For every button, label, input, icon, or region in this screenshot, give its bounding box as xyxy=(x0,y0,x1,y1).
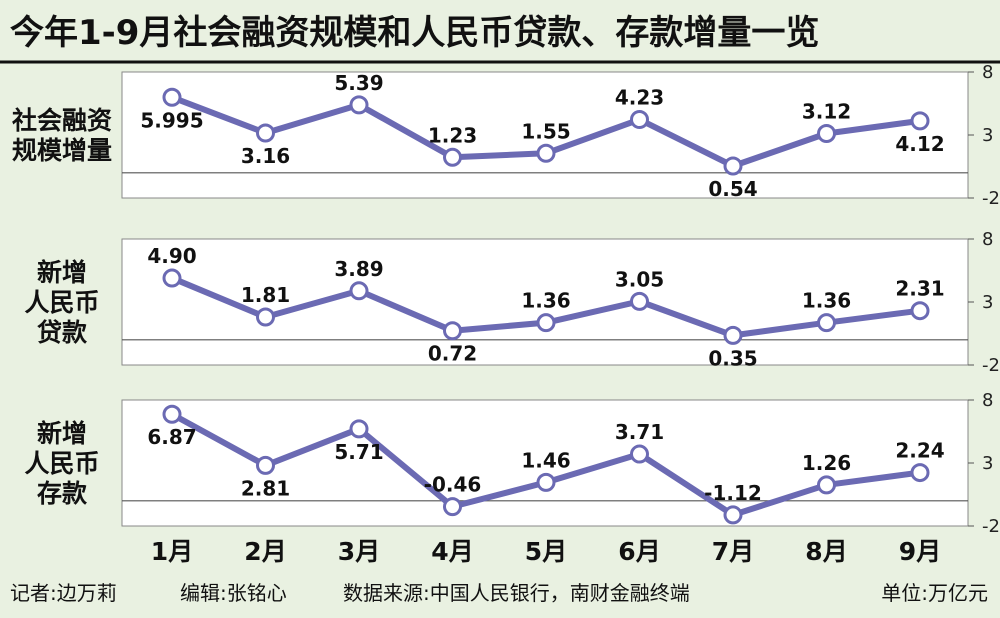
x-tick-label: 3月 xyxy=(338,537,380,566)
data-label: 4.23 xyxy=(615,86,664,110)
y-tick-label: -2 xyxy=(982,188,1000,209)
data-point xyxy=(723,505,743,525)
data-label: 0.54 xyxy=(708,177,757,201)
x-tick-label: 6月 xyxy=(618,537,660,566)
data-point xyxy=(162,87,182,107)
data-point xyxy=(443,147,462,167)
footer-reporter: 记者:边万莉 xyxy=(10,581,117,605)
y-tick-label: 3 xyxy=(982,292,993,313)
data-label: 3.16 xyxy=(241,144,290,168)
row-label: 新增 xyxy=(37,258,87,287)
data-point xyxy=(536,472,556,492)
data-point xyxy=(817,313,836,333)
data-label: 6.87 xyxy=(147,425,196,449)
row-label: 存款 xyxy=(37,479,88,508)
data-point xyxy=(349,95,369,115)
data-label: 1.55 xyxy=(521,119,570,143)
y-tick-label: 8 xyxy=(982,390,993,411)
data-point xyxy=(536,313,556,333)
data-point xyxy=(630,291,649,311)
data-label: 1.26 xyxy=(802,451,851,475)
data-label: 5.995 xyxy=(140,108,203,132)
data-label: 3.05 xyxy=(615,267,664,291)
data-label: 4.12 xyxy=(895,132,944,156)
data-point xyxy=(723,325,743,345)
row-label: 新增 xyxy=(37,419,87,448)
data-point xyxy=(349,419,369,439)
row-label: 人民币 xyxy=(24,449,99,478)
data-point xyxy=(256,123,275,143)
x-axis: 1月 2月 3月 4月 5月 6月 7月 8月 9月 xyxy=(151,537,941,566)
data-label: 3.89 xyxy=(334,257,383,281)
y-tick-label: -2 xyxy=(982,355,1000,376)
row-label: 贷款 xyxy=(37,318,88,347)
y-tick-label: 8 xyxy=(982,62,993,83)
x-tick-label: 8月 xyxy=(805,537,847,566)
data-point xyxy=(817,475,836,495)
data-point xyxy=(162,268,182,288)
row-label: 社会融资 xyxy=(12,106,112,135)
data-label: 2.24 xyxy=(895,439,944,463)
data-point xyxy=(817,123,836,143)
data-point xyxy=(910,111,930,131)
data-point xyxy=(443,497,462,517)
data-label: 1.23 xyxy=(428,123,477,147)
data-point xyxy=(910,301,930,321)
y-tick-label: 8 xyxy=(982,229,993,250)
row-label: 规模增量 xyxy=(12,136,112,165)
data-label: 4.90 xyxy=(147,244,196,268)
data-label: 1.81 xyxy=(241,283,290,307)
data-point xyxy=(443,321,462,341)
data-label: 3.12 xyxy=(802,99,851,123)
data-label: -0.46 xyxy=(424,473,482,497)
data-label: 3.71 xyxy=(615,420,664,444)
row-label: 人民币 xyxy=(24,288,99,317)
data-point xyxy=(256,455,275,475)
x-tick-label: 5月 xyxy=(525,537,567,566)
y-tick-label: 3 xyxy=(982,453,993,474)
data-label: 1.46 xyxy=(521,448,570,472)
data-point xyxy=(630,110,649,130)
chart-title: 今年1-9月社会融资规模和人民币贷款、存款增量一览 xyxy=(10,13,819,53)
data-label: 1.36 xyxy=(802,289,851,313)
data-point xyxy=(910,463,930,483)
x-tick-label: 7月 xyxy=(712,537,754,566)
data-point xyxy=(256,307,275,327)
data-point xyxy=(349,281,369,301)
data-label: 5.39 xyxy=(334,71,383,95)
x-tick-label: 4月 xyxy=(431,537,473,566)
data-point xyxy=(630,444,649,464)
data-label: 5.71 xyxy=(334,440,383,464)
data-label: 0.72 xyxy=(428,342,477,366)
data-label: 0.35 xyxy=(708,346,757,370)
data-label: 1.36 xyxy=(521,289,570,313)
data-label: 2.81 xyxy=(241,476,290,500)
footer-editor: 编辑:张铭心 xyxy=(180,581,287,605)
x-tick-label: 2月 xyxy=(244,537,286,566)
footer-source: 数据来源:中国人民银行，南财金融终端 xyxy=(343,581,690,605)
x-tick-label: 9月 xyxy=(899,537,941,566)
data-label: -1.12 xyxy=(704,481,762,505)
y-tick-label: -2 xyxy=(982,516,1000,537)
y-tick-label: 3 xyxy=(982,125,993,146)
data-label: 2.31 xyxy=(895,277,944,301)
data-point xyxy=(723,156,743,176)
data-point xyxy=(536,143,556,163)
footer-unit: 单位:万亿元 xyxy=(881,581,988,605)
x-tick-label: 1月 xyxy=(151,537,193,566)
data-point xyxy=(162,404,182,424)
